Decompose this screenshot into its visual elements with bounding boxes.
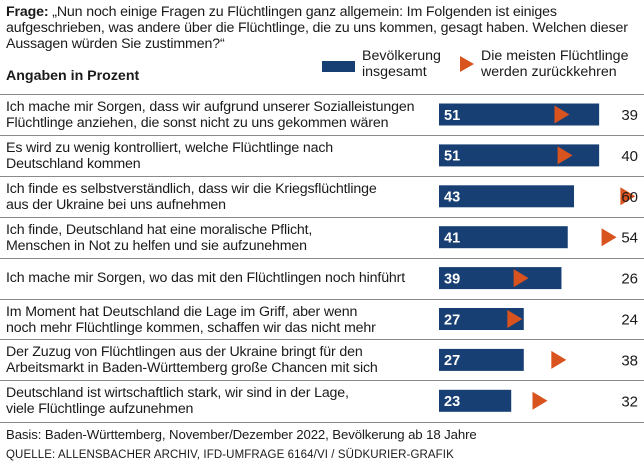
marker-return	[507, 310, 523, 328]
category-label: Ich mache mir Sorgen, dass wir aufgrund …	[6, 99, 426, 131]
category-label-line: viele Flüchtlinge aufzunehmen	[6, 401, 194, 418]
chart-row: Es wird zu wenig kontrolliert, welche Fl…	[0, 134, 644, 176]
return-value-label: 24	[621, 312, 638, 329]
marker-return	[554, 105, 570, 124]
category-label: Deutschland ist wirtschaftlich stark, wi…	[6, 385, 426, 417]
legend-label-return: Die meisten Flüchtlinge werden zurückkeh…	[481, 48, 629, 80]
category-label: Ich finde, Deutschland hat eine moralisc…	[6, 222, 426, 254]
marker-return	[601, 228, 617, 247]
category-label-line: Ich finde, Deutschland hat eine moralisc…	[6, 221, 313, 238]
legend-label-population: Bevölkerung insgesamt	[362, 48, 441, 80]
marker-return	[620, 187, 636, 206]
bar-value-label: 51	[444, 108, 460, 124]
chart-row: Ich finde, Deutschland hat eine moralisc…	[0, 216, 644, 258]
footer-source: QUELLE: ALLENSBACHER ARCHIV, IFD-UMFRAGE…	[6, 449, 454, 461]
legend-marker-return	[460, 56, 474, 72]
category-label-line: Deutschland ist wirtschaftlich stark, wi…	[6, 385, 349, 402]
unit-subheading: Angaben in Prozent	[6, 68, 140, 84]
marker-return	[557, 146, 573, 165]
chart-bottom-rule	[0, 422, 644, 423]
bar-value-label: 39	[444, 271, 460, 287]
category-label-line: Ich mache mir Sorgen, dass wir aufgrund …	[6, 99, 415, 115]
bar-population	[439, 103, 600, 126]
category-label-line: Flüchtlinge anziehen, die sonst nicht zu…	[6, 115, 389, 131]
category-label-line: Ich finde es selbstverständlich, dass wi…	[6, 180, 377, 197]
bar-population	[439, 267, 562, 290]
bar-population	[439, 308, 524, 330]
category-label: Ich finde es selbstverständlich, dass wi…	[6, 181, 426, 213]
category-label-line: Der Zuzug von Flüchtlingen aus der Ukrai…	[6, 344, 363, 361]
return-value-label: 54	[621, 230, 638, 247]
category-label-line: Ich mache mir Sorgen, wo das mit den Flü…	[6, 269, 406, 286]
bar-population	[439, 348, 524, 371]
bar-population	[439, 226, 568, 249]
marker-return	[532, 391, 548, 410]
bar-value-label: 41	[444, 231, 460, 247]
bar-value-label: 43	[444, 190, 460, 206]
chart-row: Der Zuzug von Flüchtlingen aus der Ukrai…	[0, 339, 644, 380]
category-label-line: Es wird zu wenig kontrolliert, welche Fl…	[6, 139, 334, 156]
category-label: Ich mache mir Sorgen, wo das mit den Flü…	[6, 270, 426, 286]
category-label-line: noch mehr Flüchtlinge kommen, schaffen w…	[6, 319, 376, 336]
chart-row: Ich mache mir Sorgen, dass wir aufgrund …	[0, 94, 644, 135]
category-label-line: aus der Ukraine bei uns aufnehmen	[6, 196, 226, 213]
category-label: Der Zuzug von Flüchtlingen aus der Ukrai…	[6, 344, 426, 376]
category-label-line: Deutschland kommen	[6, 155, 141, 172]
question-body: „Nun noch einige Fragen zu Flüchtlingen …	[6, 4, 628, 53]
category-label: Im Moment hat Deutschland die Lage im Gr…	[6, 304, 426, 336]
marker-return	[551, 350, 567, 369]
footer-basis: Basis: Baden-Württemberg, November/Dezem…	[6, 427, 477, 442]
return-value-label: 60	[621, 189, 638, 206]
category-label-line: Im Moment hat Deutschland die Lage im Gr…	[6, 303, 358, 320]
bar-value-label: 27	[444, 353, 460, 369]
question-prefix: Frage:	[6, 4, 49, 20]
bar-value-label: 51	[444, 149, 460, 165]
legend-swatch-population	[322, 61, 355, 72]
category-label-line: Menschen in Not zu helfen und sie aufzun…	[6, 237, 307, 254]
return-value-label: 32	[621, 393, 638, 410]
question-text: Frage: „Nun noch einige Fragen zu Flücht…	[6, 4, 638, 53]
bar-population	[439, 144, 600, 167]
chart-row: Deutschland ist wirtschaftlich stark, wi…	[0, 380, 644, 421]
return-value-label: 26	[621, 271, 638, 288]
bar-value-label: 27	[444, 312, 460, 328]
bar-value-label: 23	[444, 394, 460, 410]
chart-row: Im Moment hat Deutschland die Lage im Gr…	[0, 298, 644, 340]
chart-row: Ich mache mir Sorgen, wo das mit den Flü…	[0, 257, 644, 299]
return-value-label: 40	[621, 148, 638, 165]
category-label: Es wird zu wenig kontrolliert, welche Fl…	[6, 140, 426, 172]
chart-row: Ich finde es selbstverständlich, dass wi…	[0, 175, 644, 217]
return-value-label: 38	[621, 352, 638, 369]
return-value-label: 39	[621, 107, 638, 124]
bar-population	[439, 389, 512, 412]
category-label-line: Arbeitsmarkt in Baden-Württemberg große …	[6, 360, 378, 377]
marker-return	[513, 269, 529, 288]
bar-population	[439, 185, 575, 208]
